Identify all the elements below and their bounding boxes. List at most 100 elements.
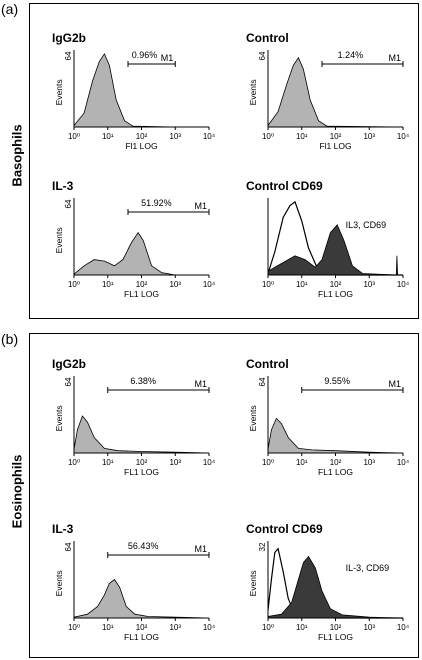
- series-annotation: IL3, CD69: [346, 220, 387, 230]
- x-tick-label: 10²: [136, 132, 148, 141]
- y-axis-label: Events: [54, 79, 64, 105]
- x-tick-label: 10¹: [102, 132, 114, 141]
- x-tick-label: 10³: [363, 280, 375, 289]
- gate-label: M1: [194, 201, 207, 211]
- x-tick-label: 10⁴: [397, 132, 410, 141]
- chart-title: Control CD69: [246, 522, 323, 536]
- x-tick-label: 10⁰: [262, 458, 274, 467]
- chart-title: IgG2b: [52, 357, 86, 371]
- y-axis-label: Events: [54, 405, 64, 431]
- x-tick-label: 10⁰: [68, 280, 80, 289]
- x-tick-label: 10²: [330, 623, 342, 632]
- x-tick-label: 10⁰: [68, 458, 80, 467]
- x-tick-label: 10⁰: [68, 623, 80, 632]
- x-tick-label: 10²: [136, 458, 148, 467]
- panel-b-side-label: Eosinophils: [9, 454, 25, 529]
- histogram-basophils-control-cd69: Control CD69 10⁰ 10¹ 10² 10³ 10⁴ FL1 LOG IL3, C…: [246, 179, 410, 299]
- y-axis-label: Events: [248, 79, 258, 105]
- x-tick-label: 10⁴: [203, 623, 216, 632]
- y-axis-label: Events: [248, 405, 258, 431]
- x-tick-label: 10⁴: [397, 280, 410, 289]
- x-tick-label: 10²: [330, 458, 342, 467]
- x-tick-label: 10²: [330, 280, 342, 289]
- x-tick-label: 10³: [363, 132, 375, 141]
- x-tick-label: 10¹: [296, 132, 308, 141]
- x-tick-label: 10⁴: [397, 623, 410, 632]
- panel-a-label: (a): [1, 1, 19, 17]
- gate-label: M1: [388, 379, 401, 389]
- histogram-eosinophils-igg2b: IgG2b Events 64 10⁰ 10¹ 10² 10³ 10⁴ FL1 LOG M1 6.3…: [52, 357, 216, 477]
- x-axis-label: FL1 LOG: [318, 467, 353, 477]
- x-tick-label: 10¹: [102, 623, 114, 632]
- gate-percent: 51.92%: [141, 198, 172, 208]
- x-tick-label: 10¹: [102, 458, 114, 467]
- x-axis-label: FL1 LOG: [318, 289, 353, 299]
- x-tick-label: 10³: [363, 623, 375, 632]
- y-tick-label: 64: [64, 542, 73, 551]
- y-axis-label: Events: [54, 227, 64, 253]
- gate-percent: 1.24%: [338, 50, 364, 60]
- y-axis-label: Events: [248, 570, 258, 596]
- x-tick-label: 10¹: [296, 623, 308, 632]
- histogram-series-0: [267, 56, 404, 128]
- histogram-series-1: [267, 224, 403, 276]
- x-tick-label: 10⁰: [68, 132, 80, 141]
- gate-label: M1: [388, 53, 401, 63]
- x-tick-label: 10³: [169, 132, 181, 141]
- panel-a-box: [29, 3, 419, 319]
- x-tick-label: 10³: [169, 623, 181, 632]
- x-axis-label: Fl1 LOG: [125, 141, 157, 151]
- x-tick-label: 10¹: [102, 280, 114, 289]
- x-tick-label: 10²: [330, 132, 342, 141]
- gate-percent: 56.43%: [128, 541, 159, 551]
- x-tick-label: 10²: [136, 280, 148, 289]
- histogram-basophils-control: Control Events 64 10⁰ 10¹ 10² 10³ 10⁴ Fl1 LOG M1 1…: [246, 31, 410, 151]
- histogram-eosinophils-control-cd69: Control CD69 Events 32 10⁰ 10¹ 10² 10³ 10⁴ FL1 L…: [246, 522, 410, 642]
- x-axis-label: FL1 LOG: [124, 289, 159, 299]
- panel-b-box: [29, 333, 419, 658]
- y-tick-label: 64: [64, 199, 73, 208]
- histogram-series-0: [267, 417, 404, 454]
- y-axis-label: Events: [54, 570, 64, 596]
- histogram-series-1: [267, 555, 404, 619]
- histogram-basophils-igg2b: IgG2b Events 64 10⁰ 10¹ 10² 10³ 10⁴ Fl1 LOG M10.9…: [52, 31, 216, 151]
- x-tick-label: 10⁰: [262, 280, 274, 289]
- chart-title: IgG2b: [52, 31, 86, 45]
- panel-b-label: (b): [1, 331, 19, 347]
- gate-label: M1: [194, 379, 207, 389]
- gate-label: M1: [161, 53, 174, 63]
- x-axis-label: FL1 LOG: [124, 632, 159, 642]
- x-tick-label: 10⁰: [262, 132, 274, 141]
- chart-title: IL-3: [52, 522, 74, 536]
- x-tick-label: 10¹: [296, 458, 308, 467]
- x-tick-label: 10³: [363, 458, 375, 467]
- chart-title: IL-3: [52, 179, 74, 193]
- histogram-eosinophils-control: Control Events 64 10⁰ 10¹ 10² 10³ 10⁴ FL1 LOG M1 9…: [246, 357, 410, 477]
- x-axis-label: FL1 LOG: [124, 467, 159, 477]
- histogram-basophils-il3: IL-3 Events 64 10⁰ 10¹ 10² 10³ 10⁴ FL1 LOG M1 51.9…: [52, 179, 216, 299]
- histogram-series-0: [73, 53, 176, 128]
- x-tick-label: 10²: [136, 623, 148, 632]
- y-tick-label: 64: [64, 377, 73, 386]
- gate-label: M1: [194, 544, 207, 554]
- y-tick-label: 32: [258, 542, 267, 551]
- y-tick-label: 64: [258, 51, 267, 60]
- y-tick-label: 64: [64, 51, 73, 60]
- x-axis-label: Fl1 LOG: [319, 141, 351, 151]
- y-tick-label: 64: [258, 377, 267, 386]
- x-tick-label: 10³: [169, 280, 181, 289]
- series-annotation: IL-3, CD69: [346, 563, 390, 573]
- x-tick-label: 10⁴: [203, 458, 216, 467]
- chart-title: Control: [246, 31, 289, 45]
- gate-percent: 0.96%: [132, 50, 158, 60]
- gate-percent: 9.55%: [324, 376, 350, 386]
- histogram-series-0: [73, 578, 210, 619]
- x-tick-label: 10⁴: [203, 132, 216, 141]
- x-tick-label: 10⁰: [262, 623, 274, 632]
- histogram-series-0: [73, 231, 209, 276]
- x-tick-label: 10⁴: [397, 458, 410, 467]
- histogram-eosinophils-il3: IL-3 Events 64 10⁰ 10¹ 10² 10³ 10⁴ FL1 LOG M1 56.4…: [52, 522, 216, 642]
- x-tick-label: 10⁴: [203, 280, 216, 289]
- x-axis-label: FL1 LOG: [318, 632, 353, 642]
- x-tick-label: 10¹: [296, 280, 308, 289]
